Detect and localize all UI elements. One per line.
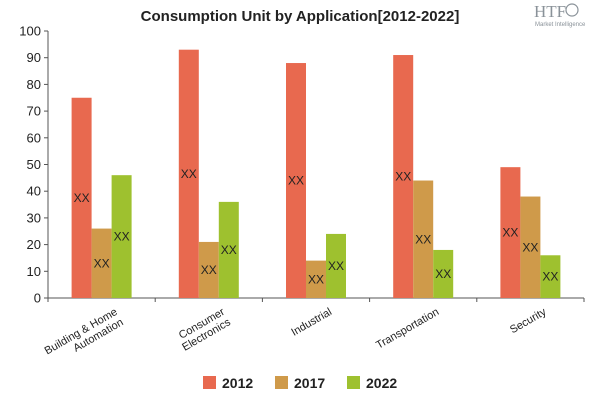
bars bbox=[71, 49, 561, 298]
data-label: XX bbox=[395, 170, 411, 184]
legend-label: 2012 bbox=[222, 375, 253, 391]
y-tick-label: 0 bbox=[34, 291, 41, 306]
bar-2017-0 bbox=[91, 228, 112, 298]
y-tick-label: 100 bbox=[19, 24, 41, 39]
y-tick-label: 20 bbox=[27, 237, 41, 252]
bar-2017-2 bbox=[306, 260, 326, 298]
y-tick-label: 40 bbox=[27, 184, 41, 199]
category-label: Industrial bbox=[289, 306, 334, 339]
y-tick-label: 80 bbox=[27, 77, 41, 92]
bar-2012-4 bbox=[500, 167, 521, 298]
logo-mark: HTF bbox=[534, 2, 566, 21]
data-label: XX bbox=[308, 272, 324, 286]
legend-swatch-2017 bbox=[275, 376, 288, 389]
data-label: XX bbox=[181, 167, 197, 181]
y-tick-label: 50 bbox=[27, 157, 41, 172]
category-label: Security bbox=[508, 306, 549, 337]
data-label: XX bbox=[328, 259, 344, 273]
y-tick-label: 10 bbox=[27, 264, 41, 279]
bar-2022-4 bbox=[540, 255, 561, 298]
data-label: XX bbox=[522, 240, 538, 254]
data-label: XX bbox=[94, 256, 110, 270]
y-tick-label: 70 bbox=[27, 104, 41, 119]
bar-2022-3 bbox=[433, 249, 454, 298]
data-label: XX bbox=[288, 174, 304, 188]
category-label: Transportation bbox=[374, 306, 441, 352]
data-label: XX bbox=[221, 243, 237, 257]
chart-title: Consumption Unit by Application[2012-202… bbox=[141, 8, 460, 25]
category-label-line: Security bbox=[508, 306, 549, 337]
data-label: XX bbox=[201, 263, 217, 277]
y-axis: 0 10 20 30 40 50 60 70 80 90 100 bbox=[19, 24, 49, 306]
legend-label: 2022 bbox=[366, 375, 397, 391]
category-label-line: Transportation bbox=[374, 306, 441, 352]
data-labels: XX XX XX XX XX XX XX XX XX XX XX XX XX XX XX bbox=[74, 167, 559, 286]
data-label: XX bbox=[502, 226, 518, 240]
y-tick-label: 60 bbox=[27, 130, 41, 145]
legend: 2012 2017 2022 bbox=[203, 375, 397, 391]
data-label: XX bbox=[542, 270, 558, 284]
bar-2017-4 bbox=[520, 196, 541, 298]
bar-2017-1 bbox=[198, 241, 219, 298]
bar-2012-1 bbox=[178, 49, 199, 298]
data-label: XX bbox=[415, 232, 431, 246]
bar-2017-3 bbox=[413, 180, 434, 298]
legend-swatch-2012 bbox=[203, 376, 216, 389]
y-tick-label: 30 bbox=[27, 210, 41, 225]
bar-2022-0 bbox=[111, 175, 132, 298]
legend-label: 2017 bbox=[294, 375, 325, 391]
data-label: XX bbox=[435, 267, 451, 281]
logo-tagline: Market Intelligence bbox=[535, 22, 586, 28]
bar-2022-2 bbox=[326, 233, 346, 298]
bar-2012-2 bbox=[286, 63, 306, 298]
htf-logo: HTF Market Intelligence bbox=[534, 2, 586, 28]
bar-2012-0 bbox=[71, 97, 92, 298]
bar-2022-1 bbox=[218, 201, 239, 298]
y-tick-label: 90 bbox=[27, 50, 41, 65]
legend-swatch-2022 bbox=[347, 376, 360, 389]
globe-icon bbox=[565, 3, 579, 17]
category-label-line: Industrial bbox=[289, 306, 334, 339]
data-label: XX bbox=[114, 230, 130, 244]
data-label: XX bbox=[74, 191, 90, 205]
bar-2012-3 bbox=[393, 55, 414, 298]
